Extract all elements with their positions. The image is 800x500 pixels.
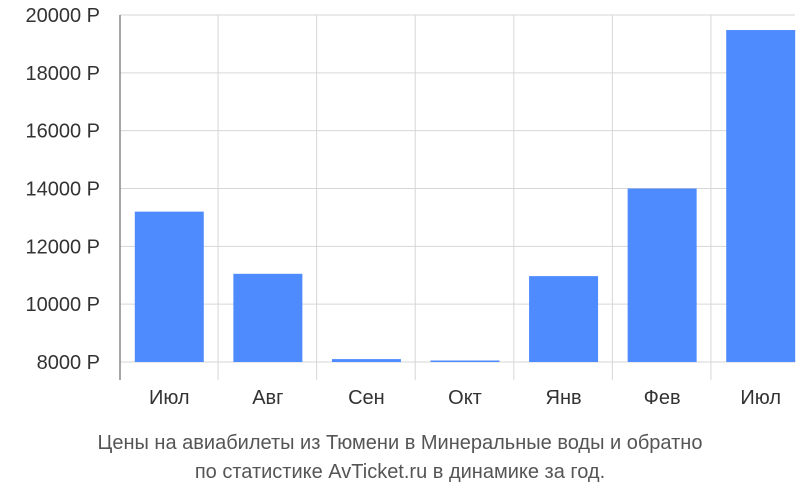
bar: [430, 360, 500, 362]
bar: [529, 276, 599, 362]
bar-chart: 8000 Р 10000 Р 12000 Р 14000 Р 16000 Р 18000 …: [25, 5, 796, 409]
x-tick-label: Янв: [546, 387, 582, 409]
chart-caption-line2: по статистике AvTicket.ru в динамике за …: [194, 461, 606, 483]
bar: [627, 188, 697, 362]
x-tick-label: Июл: [740, 387, 781, 409]
x-tick-label: Окт: [448, 387, 482, 409]
chart-caption-line1: Цены на авиабилеты из Тюмени в Минеральн…: [97, 432, 703, 454]
x-tick-label: Фев: [644, 387, 681, 409]
y-tick-label: 14000 Р: [25, 179, 100, 201]
y-tick-label: 10000 Р: [25, 294, 100, 316]
bars: [134, 30, 796, 362]
y-tick-label: 20000 Р: [25, 5, 100, 27]
y-tick-label: 12000 Р: [25, 236, 100, 258]
bar: [331, 359, 401, 362]
bar: [726, 30, 796, 362]
x-tick-label: Сен: [348, 387, 385, 409]
grid: [120, 14, 795, 380]
y-tick-label: 18000 Р: [25, 63, 100, 85]
y-tick-label: 16000 Р: [25, 121, 100, 143]
tick-labels: 8000 Р 10000 Р 12000 Р 14000 Р 16000 Р 18000 …: [25, 5, 781, 409]
y-tick-label: 8000 Р: [37, 352, 100, 374]
x-tick-label: Июл: [149, 387, 190, 409]
bar: [134, 211, 204, 362]
x-tick-label: Авг: [252, 387, 283, 409]
bar: [233, 273, 303, 362]
